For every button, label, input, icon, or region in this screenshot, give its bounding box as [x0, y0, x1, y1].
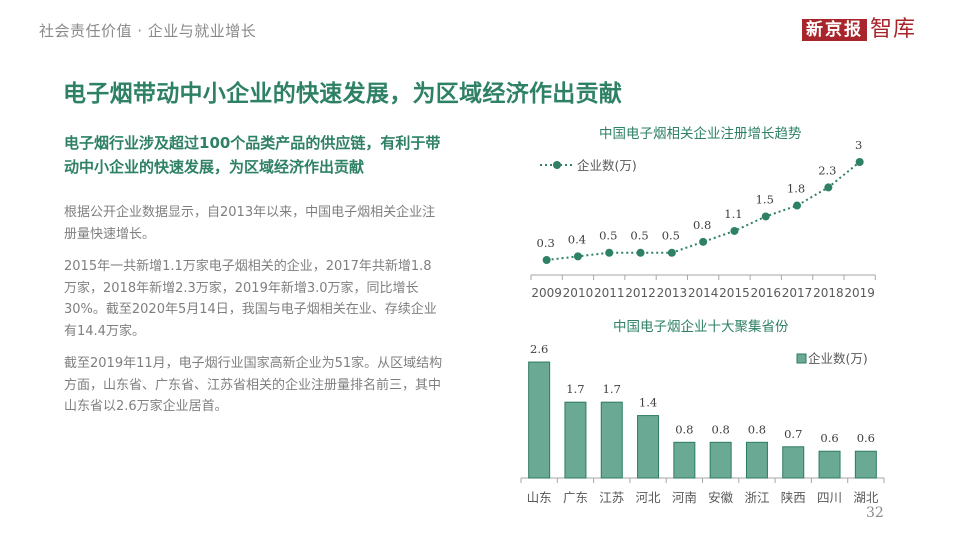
- line-data-point: 3: [855, 140, 864, 166]
- line-data-label: 0.3: [537, 236, 555, 250]
- line-data-label: 0.5: [662, 229, 680, 243]
- breadcrumb: 社会责任价值 · 企业与就业增长: [39, 22, 257, 40]
- line-data-label: 2.3: [818, 163, 836, 177]
- bar: 0.8: [673, 422, 696, 479]
- logo-text: 智库: [870, 17, 917, 42]
- bar-legend: 企业数(万): [796, 351, 868, 366]
- line-data-point: 1.8: [787, 182, 805, 210]
- bar-data-label: 0.6: [857, 431, 875, 445]
- page-title: 电子烟带动中小企业的快速发展，为区域经济作出贡献: [63, 81, 623, 107]
- bar-data-label: 2.6: [530, 342, 548, 356]
- bar-x-label: 安徽: [708, 490, 734, 505]
- bar-x-label: 四川: [817, 490, 842, 505]
- line-data-point: 2.3: [818, 163, 836, 192]
- bar-x-label: 陕西: [781, 490, 806, 505]
- line-x-label: 2013: [657, 286, 688, 300]
- bar-data-label: 0.8: [675, 422, 693, 436]
- line-x-label: 2010: [563, 286, 594, 300]
- line-x-label: 2017: [782, 286, 813, 300]
- bar-chart-title: 中国电子烟企业十大聚集省份: [613, 319, 789, 335]
- line-data-point: 0.8: [693, 218, 711, 246]
- line-chart-title: 中国电子烟相关企业注册增长趋势: [599, 126, 802, 142]
- bar: 2.6: [528, 342, 551, 479]
- line-x-label: 2016: [750, 286, 781, 300]
- bar-data-label: 1.7: [566, 382, 584, 396]
- page-subtitle: 电子烟行业涉及超过100个品类产品的供应链，有利于带动中小企业的快速发展，为区域…: [64, 134, 441, 176]
- bar-x-label: 山东: [527, 490, 552, 505]
- line-data-label: 1.1: [724, 207, 742, 221]
- line-data-point: 1.1: [724, 207, 743, 235]
- line-data-point: 0.5: [630, 229, 649, 257]
- bar-chart: 2.6 山东 1.7 广东 1.7 江苏 1.4 河北 0.8 河南 0.8 安徽 0.8 浙江 0.7 陕西…: [520, 342, 885, 505]
- line-legend: 企业数(万): [540, 158, 637, 173]
- bar: 1.7: [600, 382, 623, 479]
- line-x-label: 2011: [594, 286, 625, 300]
- line-x-label: 2009: [531, 286, 562, 300]
- bar: 1.4: [637, 396, 660, 479]
- bar-legend-label: 企业数(万): [808, 351, 868, 366]
- paragraph-2: 2015年一共新增1.1万家电子烟相关的企业，2017年共新增1.8万家，201…: [64, 259, 437, 339]
- line-data-point: 0.3: [537, 236, 555, 264]
- line-x-label: 2015: [719, 286, 750, 300]
- line-data-label: 1.8: [787, 182, 805, 196]
- logo-box: 新京报: [802, 19, 867, 41]
- bar-x-label: 河北: [636, 490, 662, 505]
- line-data-point: 0.5: [599, 229, 617, 257]
- line-x-label: 2012: [625, 286, 656, 300]
- bar: 0.8: [709, 422, 732, 479]
- bar-x-label: 江苏: [599, 490, 624, 505]
- line-x-label: 2014: [688, 286, 719, 300]
- bar: 0.8: [745, 422, 768, 479]
- line-data-point: 0.4: [568, 232, 586, 261]
- bar-data-label: 1.7: [603, 382, 621, 396]
- bar-data-label: 0.7: [784, 427, 802, 441]
- bar-data-label: 1.4: [639, 396, 657, 410]
- line-data-label: 1.5: [756, 192, 774, 206]
- line-x-label: 2019: [844, 286, 875, 300]
- line-data-label: 0.5: [630, 229, 648, 243]
- line-data-label: 0.8: [693, 218, 711, 232]
- bar-x-label: 河南: [672, 490, 697, 505]
- line-x-label: 2018: [813, 286, 844, 300]
- bar-data-label: 0.8: [748, 422, 766, 436]
- page-number: 32: [866, 505, 884, 521]
- line-data-label: 0.4: [568, 232, 586, 246]
- bar-x-label: 湖北: [853, 490, 879, 505]
- paragraph-3: 截至2019年11月，电子烟行业国家高新企业为51家。从区域结构方面，山东省、广…: [64, 356, 443, 414]
- bar: 1.7: [564, 382, 587, 479]
- line-legend-label: 企业数(万): [577, 158, 637, 173]
- bar: 0.6: [818, 431, 841, 479]
- bar: 0.7: [782, 427, 805, 479]
- line-data-label: 0.5: [599, 229, 617, 243]
- bar-data-label: 0.8: [712, 422, 730, 436]
- bar-x-label: 广东: [563, 490, 588, 505]
- line-data-label: 3: [855, 140, 862, 152]
- bar-x-label: 浙江: [744, 490, 769, 505]
- brand-logo: 新京报 智库: [802, 18, 916, 42]
- bar-data-label: 0.6: [820, 431, 838, 445]
- paragraph-1: 根据公开企业数据显示，自2013年以来，中国电子烟相关企业注册量快速增长。: [64, 205, 436, 242]
- bar: 0.6: [854, 431, 877, 479]
- line-data-point: 0.5: [662, 229, 680, 257]
- line-data-point: 1.5: [756, 192, 774, 221]
